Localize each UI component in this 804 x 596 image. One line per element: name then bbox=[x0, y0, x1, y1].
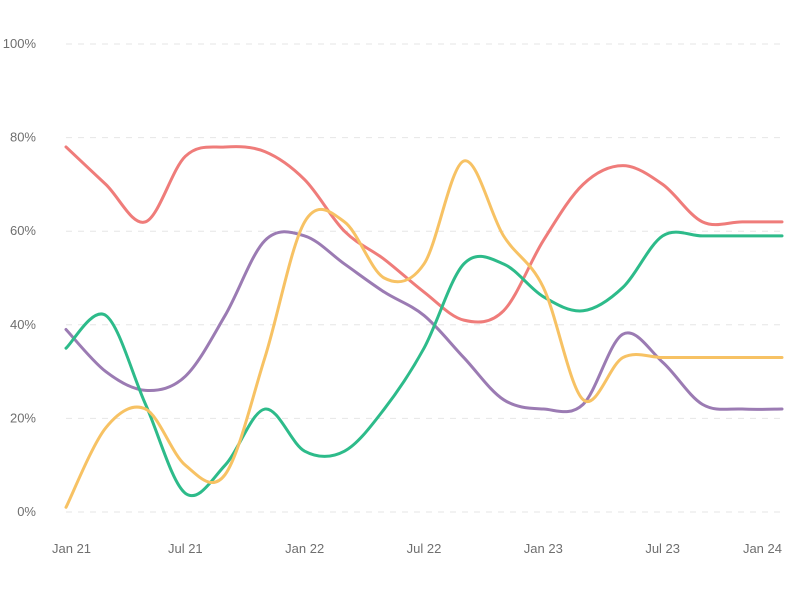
series-line-0 bbox=[64, 145, 784, 324]
x-tick-label: Jul 23 bbox=[645, 541, 680, 556]
y-tick-label: 40% bbox=[10, 317, 36, 332]
y-tick-label: 60% bbox=[10, 223, 36, 238]
x-tick-label: Jan 21 bbox=[52, 541, 91, 556]
y-tick-label: 0% bbox=[17, 504, 36, 519]
x-tick-label: Jul 21 bbox=[168, 541, 203, 556]
x-tick-label: Jan 23 bbox=[524, 541, 563, 556]
x-tick-label: Jan 24 bbox=[743, 541, 782, 556]
y-tick-label: 100% bbox=[3, 36, 37, 51]
y-tick-label: 80% bbox=[10, 130, 36, 145]
series-line-2 bbox=[64, 230, 784, 498]
grid-lines bbox=[66, 43, 782, 513]
series-line-3 bbox=[64, 159, 784, 509]
series-line-1 bbox=[64, 230, 784, 414]
series-lines bbox=[64, 145, 784, 509]
y-tick-label: 20% bbox=[10, 410, 36, 425]
x-tick-label: Jan 22 bbox=[285, 541, 324, 556]
x-tick-label: Jul 22 bbox=[407, 541, 442, 556]
